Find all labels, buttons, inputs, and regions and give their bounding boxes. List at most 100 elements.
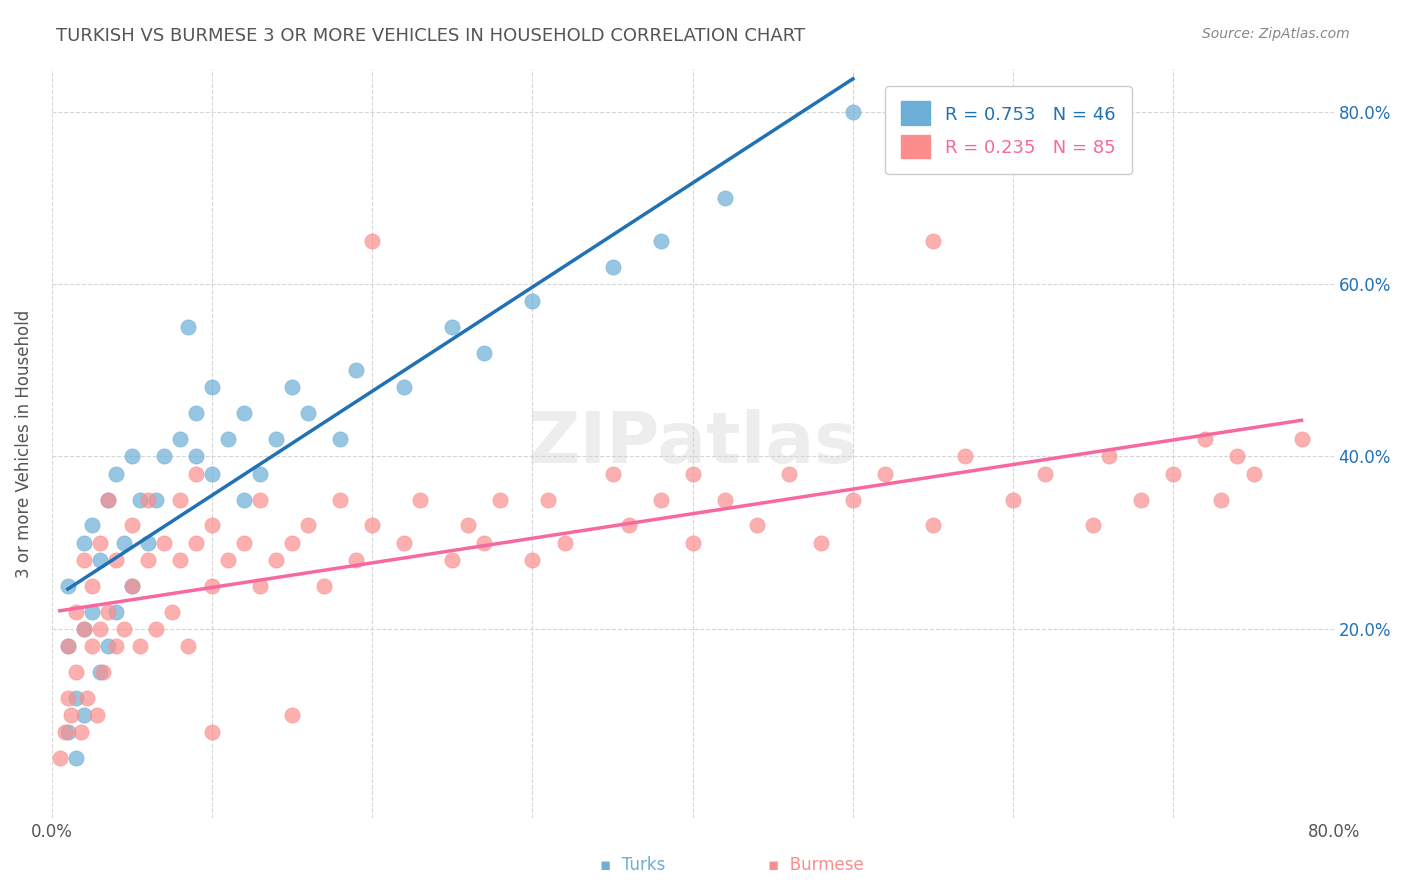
Point xyxy=(553,535,575,549)
Point xyxy=(617,518,640,533)
Point xyxy=(56,639,79,653)
Point xyxy=(217,553,239,567)
Point xyxy=(842,104,865,119)
Point xyxy=(91,665,114,679)
Point xyxy=(89,553,111,567)
Point xyxy=(441,320,464,334)
Point xyxy=(56,639,79,653)
Point xyxy=(160,605,183,619)
Point xyxy=(153,450,176,464)
Point xyxy=(89,535,111,549)
Point xyxy=(922,518,945,533)
Point xyxy=(201,380,224,394)
Point xyxy=(1194,432,1216,446)
Point xyxy=(121,579,143,593)
Point xyxy=(121,518,143,533)
Point xyxy=(297,518,319,533)
Point xyxy=(49,751,72,765)
Point xyxy=(80,518,103,533)
Point xyxy=(264,432,287,446)
Point xyxy=(89,622,111,636)
Point xyxy=(233,406,256,420)
Point xyxy=(249,467,271,481)
Point xyxy=(201,579,224,593)
Point xyxy=(97,492,120,507)
Y-axis label: 3 or more Vehicles in Household: 3 or more Vehicles in Household xyxy=(15,310,32,578)
Point xyxy=(65,690,87,705)
Point xyxy=(329,432,352,446)
Point xyxy=(344,363,367,377)
Point xyxy=(65,751,87,765)
Point xyxy=(1211,492,1233,507)
Point xyxy=(873,467,896,481)
Point xyxy=(177,639,200,653)
Point xyxy=(1130,492,1153,507)
Point xyxy=(56,579,79,593)
Point xyxy=(128,492,150,507)
Point xyxy=(56,690,79,705)
Point xyxy=(104,553,127,567)
Point xyxy=(201,467,224,481)
Point xyxy=(713,191,735,205)
Point xyxy=(153,535,176,549)
Point xyxy=(842,492,865,507)
Point xyxy=(457,518,479,533)
Text: ZIPatlas: ZIPatlas xyxy=(527,409,858,478)
Point xyxy=(73,622,96,636)
Point xyxy=(1033,467,1056,481)
Point xyxy=(65,605,87,619)
Point xyxy=(1083,518,1105,533)
Point xyxy=(682,467,704,481)
Point xyxy=(249,579,271,593)
Point xyxy=(201,518,224,533)
Point xyxy=(169,553,191,567)
Point xyxy=(361,234,384,248)
Point xyxy=(73,622,96,636)
Point xyxy=(281,708,304,723)
Point xyxy=(69,725,91,739)
Point xyxy=(76,690,98,705)
Point xyxy=(233,535,256,549)
Point xyxy=(184,535,207,549)
Point xyxy=(104,639,127,653)
Point xyxy=(474,535,496,549)
Point xyxy=(713,492,735,507)
Point xyxy=(184,467,207,481)
Point xyxy=(177,320,200,334)
Point xyxy=(745,518,768,533)
Point xyxy=(145,492,167,507)
Point xyxy=(1098,450,1121,464)
Point xyxy=(1291,432,1313,446)
Point xyxy=(128,639,150,653)
Point xyxy=(409,492,432,507)
Point xyxy=(65,665,87,679)
Point xyxy=(394,535,416,549)
Point xyxy=(136,535,159,549)
Point xyxy=(281,380,304,394)
Point xyxy=(297,406,319,420)
Point xyxy=(80,639,103,653)
Point xyxy=(810,535,832,549)
Point xyxy=(650,492,672,507)
Text: ▪  Turks: ▪ Turks xyxy=(600,856,665,874)
Point xyxy=(314,579,336,593)
Point xyxy=(73,535,96,549)
Text: Source: ZipAtlas.com: Source: ZipAtlas.com xyxy=(1202,27,1350,41)
Point xyxy=(602,467,624,481)
Point xyxy=(73,708,96,723)
Point xyxy=(112,535,135,549)
Point xyxy=(201,725,224,739)
Legend: R = 0.753   N = 46, R = 0.235   N = 85: R = 0.753 N = 46, R = 0.235 N = 85 xyxy=(886,86,1132,174)
Point xyxy=(184,450,207,464)
Point xyxy=(97,605,120,619)
Point xyxy=(1243,467,1265,481)
Point xyxy=(86,708,108,723)
Point xyxy=(1226,450,1249,464)
Point xyxy=(112,622,135,636)
Point xyxy=(489,492,512,507)
Point xyxy=(1163,467,1185,481)
Point xyxy=(169,432,191,446)
Point xyxy=(53,725,76,739)
Point xyxy=(121,450,143,464)
Point xyxy=(80,605,103,619)
